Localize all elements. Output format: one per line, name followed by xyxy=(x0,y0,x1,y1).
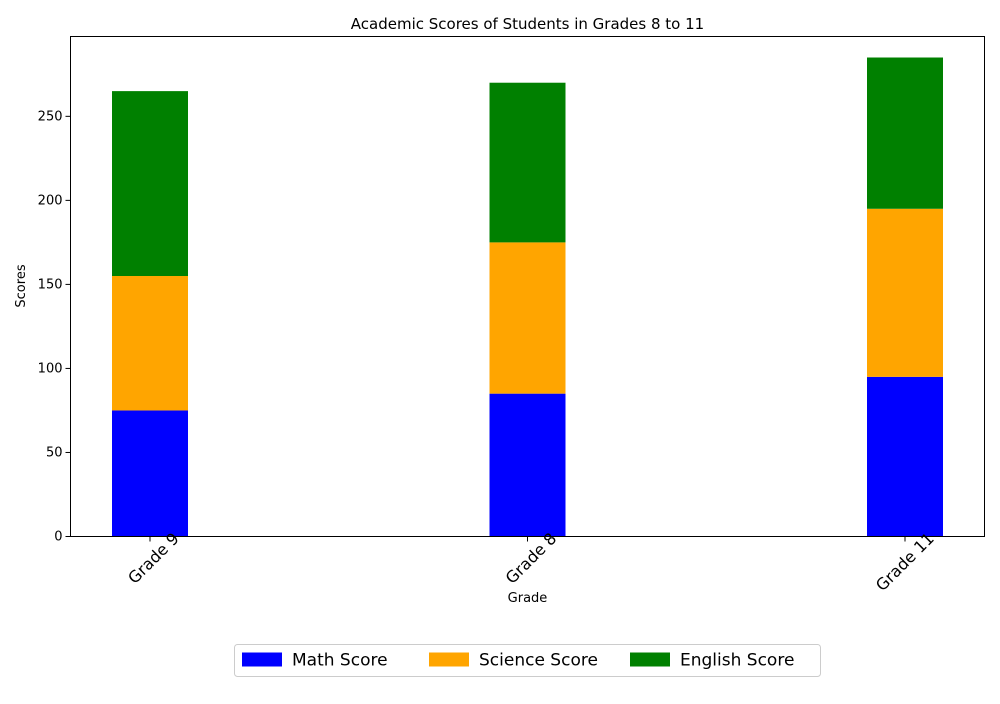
bar-segment-english-score-2 xyxy=(867,57,943,209)
legend-label: Science Score xyxy=(479,651,598,671)
legend-label: English Score xyxy=(680,651,794,671)
legend-swatch xyxy=(630,652,670,667)
bar-segment-math-score-0 xyxy=(112,410,188,537)
bar-segment-math-score-1 xyxy=(489,393,566,537)
x-tick-label: Grade 9 xyxy=(124,529,183,588)
y-axis-label: Scores xyxy=(14,264,29,307)
legend-frame xyxy=(234,644,821,677)
y-tick-label: 100 xyxy=(38,361,63,376)
x-axis-ticks: Grade 9 Grade 8 Grade 11 xyxy=(124,529,938,595)
bar-segment-science-score-1 xyxy=(489,242,566,394)
bar-segment-science-score-2 xyxy=(867,208,943,377)
y-tick-label: 0 xyxy=(54,530,62,545)
legend-swatch xyxy=(429,652,469,667)
legend: Math Score Science Score English Score xyxy=(234,644,821,677)
chart-title: Academic Scores of Students in Grades 8 … xyxy=(351,15,704,33)
y-tick-label: 150 xyxy=(38,277,63,292)
y-axis-ticks: 0 50 100 150 200 250 xyxy=(38,109,71,545)
y-tick-label: 250 xyxy=(38,109,63,124)
x-tick-label: Grade 8 xyxy=(502,529,561,588)
bar-segment-math-score-2 xyxy=(867,376,943,537)
bars-layer xyxy=(112,57,943,537)
bar-segment-english-score-0 xyxy=(112,91,188,276)
bar-segment-science-score-0 xyxy=(112,275,188,411)
y-tick-label: 50 xyxy=(46,445,63,460)
plot-frame xyxy=(70,36,985,537)
legend-swatch xyxy=(242,652,282,667)
x-axis-label: Grade xyxy=(508,591,548,606)
y-tick-label: 200 xyxy=(38,193,63,208)
bar-segment-english-score-1 xyxy=(489,82,566,243)
legend-label: Math Score xyxy=(292,651,388,671)
